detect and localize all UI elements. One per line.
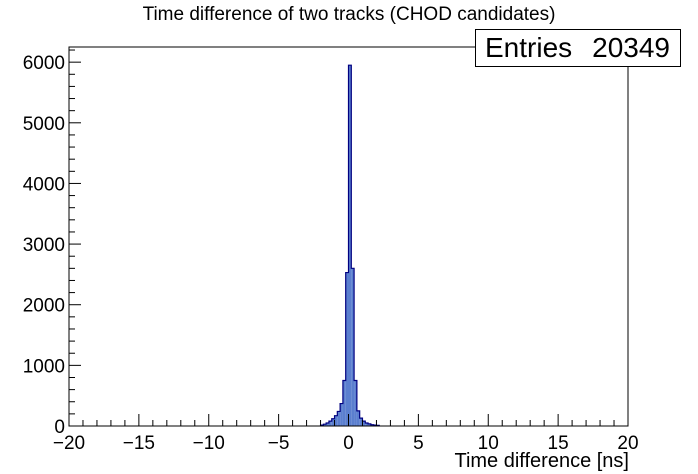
histogram-bin [362,421,366,426]
histogram-bin [328,421,332,426]
x-tick-label: 15 [548,433,569,454]
x-tick-label: −20 [53,433,85,454]
y-tick-label: 4000 [23,174,65,195]
y-tick-label: 5000 [23,114,65,135]
x-axis-label: Time difference [ns] [454,450,629,472]
y-tick-label: 0 [54,417,65,438]
histogram-bin [365,422,369,426]
histogram-bin [345,272,349,426]
histogram-bin [334,415,338,426]
histogram-bin [342,380,346,426]
histogram-bin [348,65,352,426]
x-tick-label: 0 [343,433,354,454]
x-tick-label: −5 [268,433,290,454]
histogram-bin [331,418,335,426]
histogram-bin [370,424,374,426]
y-tick-label: 2000 [23,296,65,317]
stats-box: Entries 20349 [475,29,681,67]
x-tick-label: 20 [617,433,638,454]
histogram-bin [340,403,343,426]
x-tick-label: −10 [193,433,225,454]
x-axis: −20 −15 −10 −5 0 5 10 15 20 [53,414,639,454]
stats-entries-value: 20349 [592,32,670,63]
histogram-bin [368,423,371,426]
histogram-bin [356,410,360,426]
histogram-bars [319,64,380,426]
chart-title: Time difference of two tracks (CHOD cand… [142,4,556,25]
histogram-bin [351,268,355,426]
histogram-bin [323,424,327,426]
x-tick-label: 10 [478,433,499,454]
x-tick-label: −15 [123,433,155,454]
histogram-bin [354,380,357,426]
stats-entries-label: Entries [485,32,573,63]
y-axis: 0 1000 2000 3000 4000 5000 6000 [23,49,81,438]
histogram-bin [337,411,341,426]
histogram-bin [326,422,329,426]
histogram-outline [319,64,380,426]
y-tick-label: 3000 [23,235,65,256]
y-tick-label: 6000 [23,53,65,74]
y-tick-label: 1000 [23,356,65,377]
histogram-bin [359,418,363,426]
x-tick-label: 5 [413,433,424,454]
